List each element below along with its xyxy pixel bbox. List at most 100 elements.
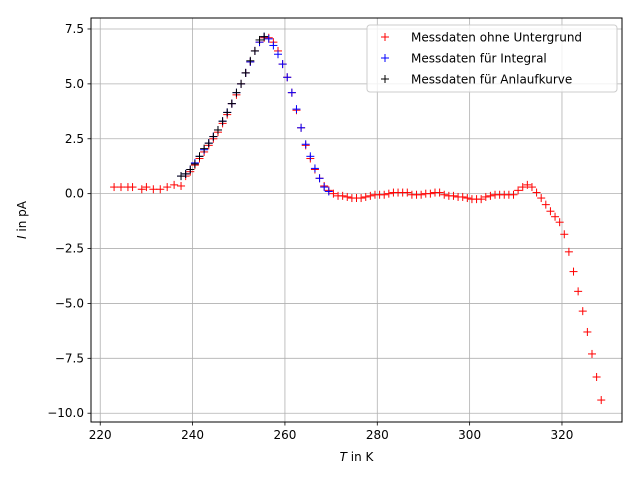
data-point: [578, 307, 587, 316]
y-tick-label: −2.5: [55, 242, 84, 256]
data-point: [583, 327, 592, 336]
data-point: [190, 160, 199, 169]
data-point: [532, 188, 541, 197]
data-point: [527, 183, 536, 192]
data-point: [541, 200, 550, 209]
data-point: [232, 88, 241, 97]
data-point: [177, 172, 186, 181]
data-point: [329, 189, 338, 198]
data-point: [587, 349, 596, 358]
data-point: [117, 183, 126, 192]
x-tick-label: 320: [551, 428, 574, 442]
data-point: [426, 189, 435, 198]
data-point: [523, 180, 532, 189]
data-point: [177, 181, 186, 190]
x-axis-unit: in K: [347, 450, 375, 464]
data-point: [200, 144, 209, 153]
data-point: [255, 35, 264, 44]
data-point: [449, 191, 458, 200]
data-point: [274, 50, 283, 59]
data-point: [555, 218, 564, 227]
data-point: [292, 105, 301, 114]
data-point: [149, 185, 158, 194]
data-point: [306, 152, 315, 161]
data-point: [315, 174, 324, 183]
data-point: [551, 212, 560, 221]
x-tick-label: 220: [89, 428, 112, 442]
data-point: [384, 189, 393, 198]
data-point: [195, 152, 204, 161]
data-point: [417, 190, 426, 199]
legend-label: Messdaten für Anlaufkurve: [411, 73, 572, 87]
series-2: [177, 32, 333, 196]
data-point: [264, 34, 273, 43]
legend-box: [366, 24, 618, 93]
axes-frame: [90, 17, 623, 423]
data-point: [514, 186, 523, 195]
data-point: [357, 194, 366, 203]
data-point: [509, 190, 518, 199]
x-axis-label: T in K: [340, 450, 375, 464]
y-axis-variable: I: [15, 235, 29, 239]
legend-marker: [381, 75, 389, 83]
x-axis-variable: T: [340, 450, 349, 464]
y-axis-unit: in pA: [15, 200, 29, 235]
series-3: [177, 32, 269, 181]
legend-marker: [381, 54, 389, 62]
data-point: [481, 192, 490, 201]
data-point: [380, 190, 389, 199]
legend-item: Messdaten für Integral: [381, 52, 547, 66]
data-point: [237, 79, 246, 88]
legend-label: Messdaten ohne Untergrund: [411, 31, 582, 45]
x-tick-label: 300: [458, 428, 481, 442]
data-point: [128, 183, 137, 192]
y-tick-label: 0.0: [65, 187, 84, 201]
data-point: [223, 108, 232, 117]
data-point: [218, 117, 227, 126]
y-tick-label: 5.0: [65, 77, 84, 91]
data-point: [440, 190, 449, 199]
marks-layer: [110, 32, 606, 405]
data-point: [163, 183, 172, 192]
legend: Messdaten ohne Untergrund Messdaten für I…: [366, 24, 618, 93]
data-point: [260, 32, 269, 41]
data-point: [486, 191, 495, 200]
data-point: [170, 180, 179, 189]
data-point: [592, 372, 601, 381]
y-tick-label: −5.0: [55, 296, 84, 310]
y-tick-label: −7.5: [55, 351, 84, 365]
data-point: [569, 267, 578, 276]
data-point: [564, 247, 573, 256]
data-point: [227, 99, 236, 108]
data-point: [310, 164, 319, 173]
data-point: [110, 183, 119, 192]
data-point: [403, 188, 412, 197]
data-point: [142, 183, 151, 192]
legend-item: Messdaten ohne Untergrund: [381, 31, 582, 45]
data-point: [278, 60, 287, 69]
data-point: [537, 194, 546, 203]
data-point: [574, 287, 583, 296]
data-point: [297, 123, 306, 132]
x-tick-label: 280: [366, 428, 389, 442]
data-point: [209, 132, 218, 141]
data-point: [186, 165, 195, 174]
data-point: [597, 396, 606, 405]
data-point: [546, 207, 555, 216]
data-point: [458, 192, 467, 201]
data-point: [269, 41, 278, 50]
data-point: [301, 140, 310, 149]
y-axis-label: I in pA: [15, 200, 29, 239]
data-point: [560, 230, 569, 239]
ticks-layer: 220 240 260 280 300 320 −10.0 −7.5 −5.0 −2.5 0.0 2.…: [47, 22, 573, 442]
x-tick-label: 260: [273, 428, 296, 442]
data-point: [343, 192, 352, 201]
data-point: [250, 46, 259, 55]
x-tick-label: 240: [181, 428, 204, 442]
data-point: [320, 183, 329, 192]
data-point: [324, 187, 333, 196]
legend-item: Messdaten für Anlaufkurve: [381, 73, 572, 87]
data-point: [213, 125, 222, 134]
